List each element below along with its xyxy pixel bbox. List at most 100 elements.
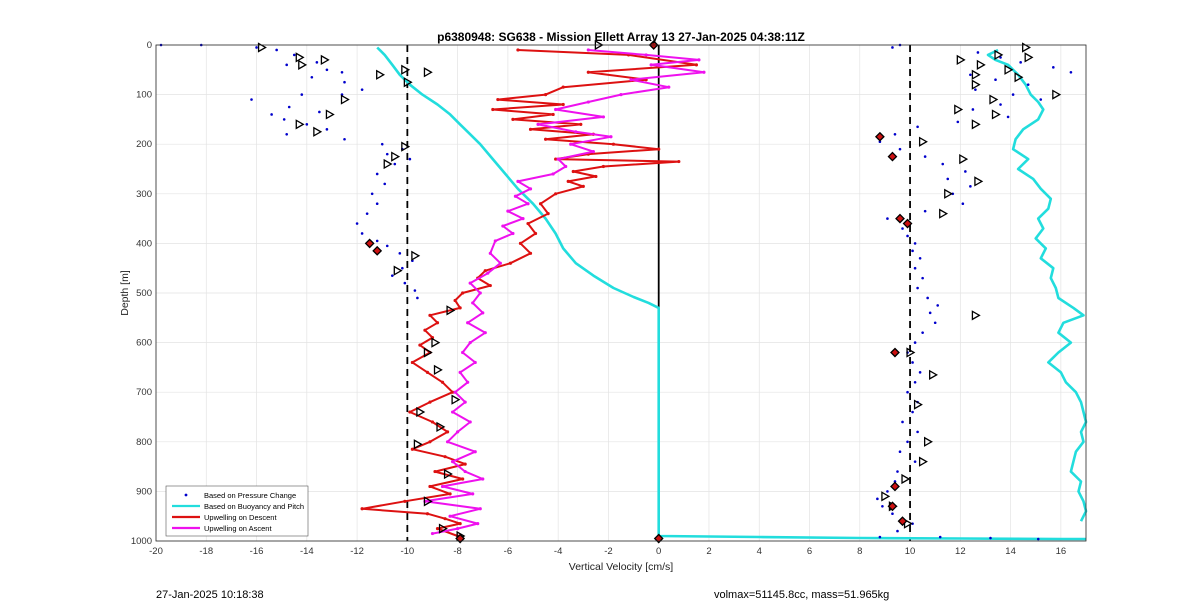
upwelling-ascent-point (466, 321, 470, 325)
pressure-change-point (398, 252, 402, 255)
triangle-marker (929, 369, 938, 380)
upwelling-ascent-point (551, 172, 555, 176)
y-tick-label: 100 (136, 90, 152, 101)
upwelling-descent-point (453, 298, 457, 303)
pressure-change-point (898, 147, 902, 151)
pressure-change-point (921, 331, 924, 334)
y-tick-label: 600 (136, 338, 152, 349)
upwelling-descent-point (448, 492, 452, 496)
pressure-change-point (343, 137, 346, 141)
upwelling-ascent-point (468, 281, 472, 285)
pressure-change-point (974, 88, 977, 91)
legend: Based on Pressure Change Based on Buoyan… (165, 485, 309, 537)
footer-timestamp: 27-Jan-2025 10:18:38 (156, 589, 264, 601)
diamond-marker (874, 131, 885, 142)
diamond-marker (890, 347, 900, 358)
pressure-change-point (906, 440, 909, 444)
pressure-change-point (340, 70, 344, 74)
upwelling-descent-point (458, 306, 462, 310)
triangle-marker (971, 310, 981, 321)
upwelling-descent-point (528, 251, 533, 255)
upwelling-ascent-point (516, 179, 520, 183)
series-pressure-change (159, 43, 1073, 541)
pressure-change-point (916, 430, 919, 434)
upwelling-descent-point (435, 527, 440, 531)
upwelling-ascent-point (471, 492, 475, 496)
triangle-marker (436, 421, 446, 433)
pressure-change-point (250, 98, 253, 101)
pressure-change-point (906, 390, 909, 394)
upwelling-descent-point (496, 97, 500, 102)
upwelling-ascent-point (554, 107, 558, 112)
pressure-change-point (413, 289, 417, 292)
pressure-change-point (926, 296, 929, 300)
pressure-change-point (928, 311, 932, 315)
triangle-marker (939, 208, 949, 219)
upwelling-ascent-point (511, 231, 515, 236)
upwelling-descent-point (425, 370, 430, 374)
upwelling-ascent-point (445, 440, 450, 444)
pressure-change-point (918, 256, 922, 260)
pressure-change-point (385, 244, 389, 248)
pressure-change-point (375, 172, 379, 176)
pressure-change-point (936, 304, 940, 307)
upwelling-ascent-point (601, 115, 606, 119)
pressure-change-point (913, 460, 917, 463)
upwelling-ascent-point (498, 261, 502, 265)
triangle-marker (320, 54, 330, 66)
upwelling-descent-point (461, 291, 465, 295)
pressure-change-point (1011, 93, 1015, 96)
diamond-marker (653, 533, 664, 544)
upwelling-descent-point (528, 127, 533, 131)
upwelling-descent-point (443, 517, 447, 521)
upwelling-ascent-point (450, 460, 455, 464)
triangle-marker (1004, 64, 1014, 75)
y-tick-label: 300 (136, 189, 152, 200)
upwelling-ascent-point (456, 527, 460, 531)
triangle-marker (401, 64, 411, 75)
pressure-change-point (416, 296, 419, 300)
upwelling-descent-point (516, 48, 520, 52)
upwelling-ascent-point (586, 100, 590, 104)
upwelling-descent-point (488, 283, 492, 288)
upwelling-descent-point (581, 184, 585, 188)
pressure-change-point (961, 202, 965, 206)
legend-item-pressure: Based on Pressure Change (184, 491, 296, 500)
pressure-change-point (315, 61, 319, 64)
upwelling-ascent-point (506, 209, 510, 213)
pressure-change-point (403, 281, 407, 285)
upwelling-descent-point (430, 420, 435, 424)
upwelling-descent-point (423, 328, 427, 332)
pressure-change-point (911, 361, 914, 364)
pressure-change-point (370, 192, 374, 196)
pressure-change-point (287, 105, 291, 109)
upwelling-ascent-point (493, 239, 497, 243)
pressure-change-point (956, 120, 960, 124)
upwelling-descent-point (463, 462, 467, 466)
pressure-change-point (913, 380, 917, 384)
pressure-change-point (969, 73, 972, 77)
upwelling-ascent-point (466, 380, 470, 384)
pressure-change-point (893, 480, 897, 483)
y-tick-label: 800 (136, 437, 152, 448)
pressure-change-point (325, 68, 329, 72)
upwelling-ascent-point (591, 150, 595, 154)
triangle-marker (313, 126, 323, 137)
legend-label: Upwelling on Ascent (204, 524, 272, 533)
upwelling-descent-point (586, 70, 590, 74)
pressure-change-point (933, 321, 937, 325)
upwelling-ascent-point (478, 507, 482, 511)
upwelling-ascent-point (556, 157, 560, 161)
upwelling-descent-point (445, 430, 450, 434)
triangle-marker (918, 456, 928, 467)
pressure-change-point (305, 123, 309, 126)
series-buoyancy (376, 46, 1088, 541)
diamond-marker (895, 213, 905, 224)
triangle-marker (1024, 52, 1034, 63)
upwelling-ascent-point (521, 217, 525, 221)
pressure-change-point (1052, 66, 1055, 69)
diamond-marker (902, 218, 913, 229)
triangle-marker (433, 364, 443, 376)
upwelling-descent-point (428, 400, 432, 404)
upwelling-descent-point (566, 179, 570, 183)
